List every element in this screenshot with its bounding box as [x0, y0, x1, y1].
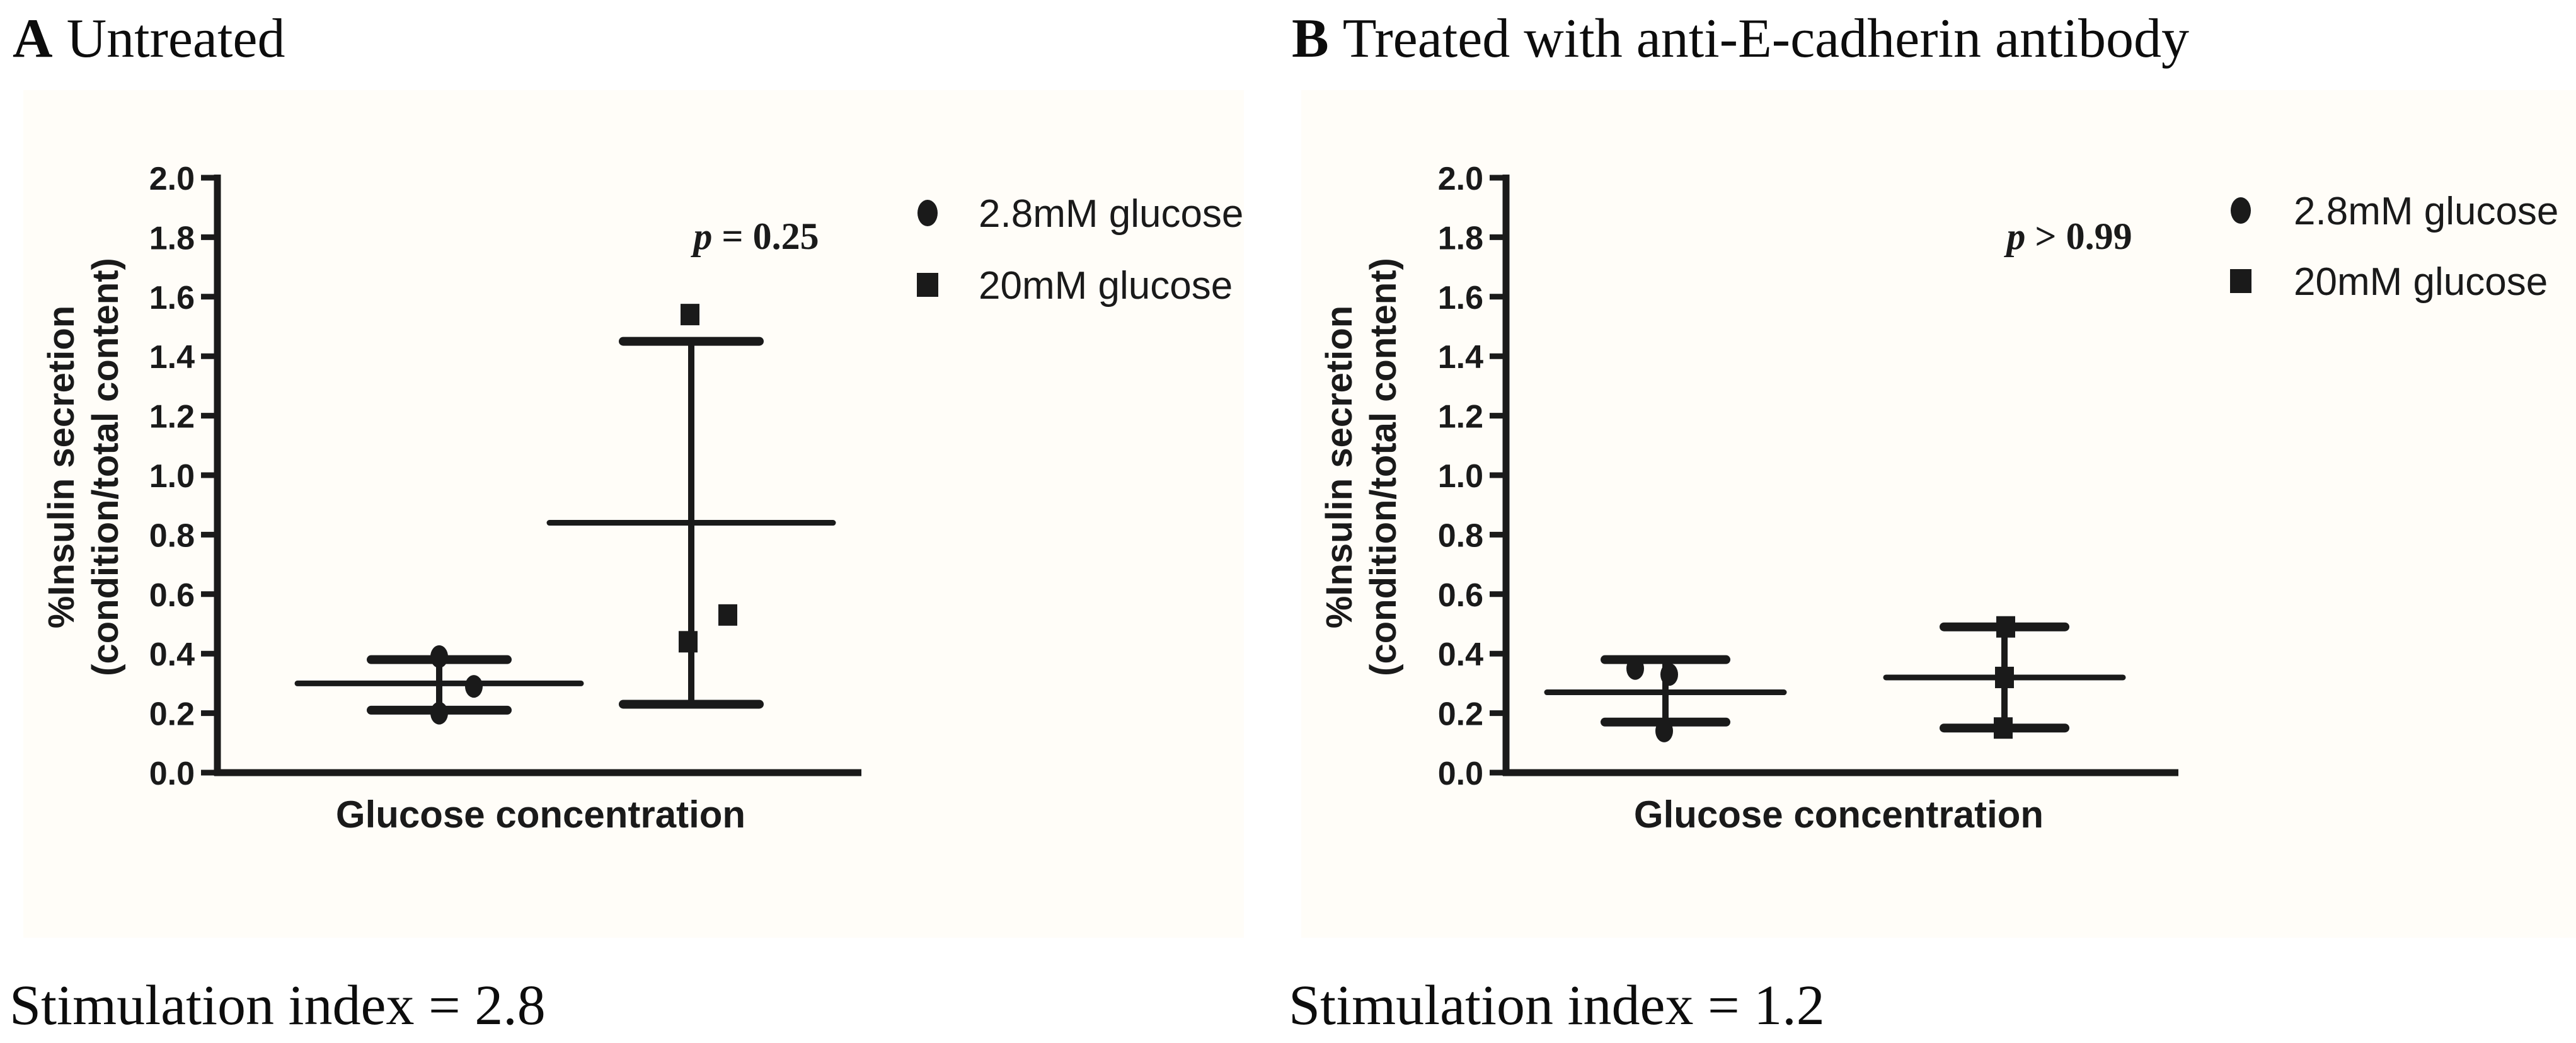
y-tick-label: 1.4 — [1438, 339, 1483, 376]
chart-svg-b: 0.0 0.2 0.4 0.6 0.8 1.0 1.2 1.4 1.6 1.8 2.0 %Insuli… — [1319, 161, 2558, 836]
y-tick-label: 0.4 — [1438, 637, 1483, 673]
y-tick-label: 0.0 — [149, 756, 195, 792]
data-point-circle — [430, 701, 448, 725]
data-point-circle — [465, 675, 483, 698]
y-tick-label: 1.8 — [149, 220, 195, 256]
x-axis-label: Glucose concentration — [1634, 793, 2044, 836]
legend-label: 2.8mM glucose — [2294, 190, 2558, 233]
p-value-text: p = 0.25 — [690, 216, 819, 257]
y-axis-label-line1: %Insulin secretion — [1319, 306, 1360, 628]
y-tick-label: 0.6 — [149, 577, 195, 614]
y-tick-label: 0.8 — [149, 517, 195, 554]
panel-a-label: A — [13, 8, 53, 69]
panel-a-title-text: Untreated — [66, 8, 285, 69]
panel-b-title-text: Treated with anti-E-cadherin antibody — [1342, 8, 2189, 69]
data-point-square — [1995, 666, 2014, 688]
y-tick-label: 1.6 — [149, 280, 195, 316]
data-point-circle — [1660, 663, 1678, 686]
panel-a-title: A Untreated — [13, 8, 285, 70]
x-axis-label: Glucose concentration — [336, 793, 745, 836]
data-point-square — [679, 631, 698, 653]
panel-b-title: B Treated with anti-E-cadherin antibody — [1292, 8, 2189, 70]
data-point-square — [681, 304, 699, 326]
y-tick-label: 1.4 — [149, 339, 195, 376]
y-tick-label: 1.6 — [1438, 280, 1483, 316]
chart-svg-a: 0.0 0.2 0.4 0.6 0.8 1.0 1.2 1.4 1.6 1.8 2.0 %Insuli… — [41, 161, 1243, 836]
y-tick-label: 0.4 — [149, 637, 195, 673]
y-tick-label: 0.8 — [1438, 517, 1483, 554]
panel-a-plot-area: 0.0 0.2 0.4 0.6 0.8 1.0 1.2 1.4 1.6 1.8 2.0 %Insuli… — [23, 90, 1244, 938]
legend-marker-square — [2230, 269, 2251, 293]
data-point-square — [1996, 616, 2015, 638]
legend-label: 2.8mM glucose — [979, 192, 1243, 236]
data-point-circle — [1626, 657, 1644, 680]
legend-label: 20mM glucose — [979, 264, 1233, 308]
group-20mm — [546, 304, 836, 709]
y-tick-label: 0.2 — [1438, 696, 1483, 733]
y-tick-label: 1.2 — [1438, 399, 1483, 435]
y-tick-label: 1.0 — [1438, 458, 1483, 495]
panel-b-plot-area: 0.0 0.2 0.4 0.6 0.8 1.0 1.2 1.4 1.6 1.8 2.0 %Insuli… — [1301, 90, 2576, 938]
y-tick-label: 1.8 — [1438, 220, 1483, 256]
legend-marker-square — [917, 273, 938, 297]
panel-b-stimulation-index: Stimulation index = 1.2 — [1289, 974, 1825, 1037]
y-tick-label: 2.0 — [1438, 161, 1483, 197]
panel-b-label: B — [1292, 8, 1329, 69]
y-axis-label-line2: (condition/total content) — [1363, 258, 1404, 676]
y-tick-label: 0.0 — [1438, 756, 1483, 792]
y-axis-label-line1: %Insulin secretion — [41, 306, 82, 628]
y-tick-label: 0.6 — [1438, 577, 1483, 614]
y-tick-label: 1.0 — [149, 458, 195, 495]
data-point-circle — [430, 645, 448, 668]
data-point-circle — [1655, 719, 1673, 742]
group-2.8mm — [1544, 655, 1787, 742]
data-point-square — [1994, 717, 2013, 739]
panel-a-stimulation-index: Stimulation index = 2.8 — [9, 974, 546, 1037]
legend-marker-circle — [2231, 197, 2251, 224]
y-tick-label: 2.0 — [149, 161, 195, 197]
legend-label: 20mM glucose — [2294, 260, 2548, 304]
group-2.8mm — [294, 645, 584, 725]
y-tick-label: 0.2 — [149, 696, 195, 733]
legend-marker-circle — [917, 200, 938, 226]
p-value-text: p > 0.99 — [2003, 216, 2132, 257]
y-tick-label: 1.2 — [149, 399, 195, 435]
group-20mm — [1883, 616, 2126, 739]
y-axis-label-line2: (condition/total content) — [85, 258, 126, 676]
data-point-square — [718, 604, 737, 626]
